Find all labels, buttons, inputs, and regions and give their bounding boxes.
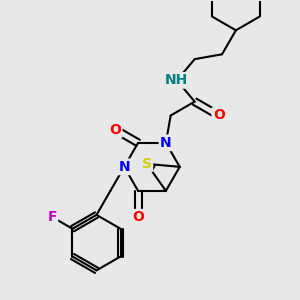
- Text: O: O: [132, 210, 144, 224]
- Text: N: N: [160, 136, 172, 150]
- Text: F: F: [47, 210, 57, 224]
- Text: S: S: [142, 157, 152, 171]
- Text: O: O: [110, 123, 121, 136]
- Text: O: O: [213, 109, 225, 122]
- Text: NH: NH: [165, 74, 188, 87]
- Text: N: N: [118, 160, 130, 174]
